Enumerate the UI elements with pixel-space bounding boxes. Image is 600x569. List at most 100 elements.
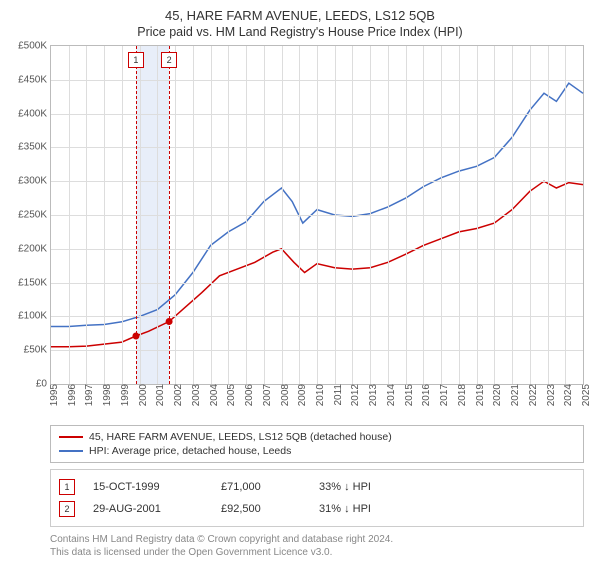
x-tick-label: 1995 — [47, 384, 60, 406]
gridline-vertical — [512, 46, 513, 384]
gridline-vertical — [530, 46, 531, 384]
gridline-vertical — [299, 46, 300, 384]
x-tick-label: 2001 — [153, 384, 166, 406]
x-tick-label: 2020 — [490, 384, 503, 406]
x-tick-label: 1998 — [100, 384, 113, 406]
gridline-vertical — [211, 46, 212, 384]
gridline-vertical — [548, 46, 549, 384]
y-tick-label: £50K — [24, 345, 51, 356]
chart-container: 45, HARE FARM AVENUE, LEEDS, LS12 5QB Pr… — [0, 0, 600, 569]
legend-label: 45, HARE FARM AVENUE, LEEDS, LS12 5QB (d… — [89, 431, 392, 443]
plot-area: £0£50K£100K£150K£200K£250K£300K£350K£400… — [50, 45, 584, 385]
gridline-vertical — [104, 46, 105, 384]
x-tick-label: 2019 — [473, 384, 486, 406]
y-tick-label: £350K — [18, 142, 51, 153]
x-tick-label: 1996 — [65, 384, 78, 406]
gridline-vertical — [335, 46, 336, 384]
legend-label: HPI: Average price, detached house, Leed… — [89, 445, 291, 457]
y-tick-label: £150K — [18, 277, 51, 288]
x-tick-label: 2005 — [224, 384, 237, 406]
transaction-row: 1 15-OCT-1999 £71,000 33% ↓ HPI — [59, 476, 575, 498]
chart-title: 45, HARE FARM AVENUE, LEEDS, LS12 5QB — [12, 8, 588, 23]
transaction-row: 2 29-AUG-2001 £92,500 31% ↓ HPI — [59, 498, 575, 520]
x-tick-label: 2010 — [313, 384, 326, 406]
transaction-pct-vs-hpi: 33% ↓ HPI — [319, 481, 399, 493]
attribution-line-2: This data is licensed under the Open Gov… — [50, 546, 584, 559]
gridline-vertical — [565, 46, 566, 384]
gridline-vertical — [352, 46, 353, 384]
transaction-index-box: 2 — [59, 501, 75, 517]
x-tick-label: 2023 — [544, 384, 557, 406]
transaction-date: 29-AUG-2001 — [93, 503, 203, 515]
plot-outer: £0£50K£100K£150K£200K£250K£300K£350K£400… — [50, 45, 584, 385]
gridline-vertical — [228, 46, 229, 384]
x-tick-label: 2014 — [384, 384, 397, 406]
x-tick-label: 2003 — [189, 384, 202, 406]
transaction-price: £92,500 — [221, 503, 301, 515]
attribution-line-1: Contains HM Land Registry data © Crown c… — [50, 533, 584, 546]
attribution-text: Contains HM Land Registry data © Crown c… — [50, 533, 584, 559]
marker-index-box: 1 — [128, 52, 144, 68]
x-tick-label: 2008 — [278, 384, 291, 406]
x-tick-label: 2015 — [402, 384, 415, 406]
gridline-vertical — [459, 46, 460, 384]
x-tick-label: 2009 — [295, 384, 308, 406]
gridline-vertical — [246, 46, 247, 384]
gridline-vertical — [69, 46, 70, 384]
x-tick-label: 2013 — [366, 384, 379, 406]
gridline-vertical — [122, 46, 123, 384]
x-tick-label: 1997 — [82, 384, 95, 406]
gridline-vertical — [175, 46, 176, 384]
x-tick-label: 2017 — [437, 384, 450, 406]
transaction-date: 15-OCT-1999 — [93, 481, 203, 493]
gridline-vertical — [317, 46, 318, 384]
y-tick-label: £300K — [18, 176, 51, 187]
transaction-pct-vs-hpi: 31% ↓ HPI — [319, 503, 399, 515]
x-tick-label: 2011 — [331, 384, 344, 406]
x-tick-label: 2018 — [455, 384, 468, 406]
gridline-vertical — [193, 46, 194, 384]
gridline-vertical — [441, 46, 442, 384]
x-tick-label: 2024 — [561, 384, 574, 406]
x-tick-label: 2007 — [260, 384, 273, 406]
y-tick-label: £400K — [18, 108, 51, 119]
legend-swatch — [59, 450, 83, 452]
marker-guideline — [169, 46, 170, 384]
gridline-vertical — [86, 46, 87, 384]
marker-guideline — [136, 46, 137, 384]
gridline-vertical — [370, 46, 371, 384]
x-tick-label: 2012 — [348, 384, 361, 406]
transaction-index-box: 1 — [59, 479, 75, 495]
x-tick-label: 2022 — [526, 384, 539, 406]
gridline-vertical — [157, 46, 158, 384]
x-tick-label: 2006 — [242, 384, 255, 406]
legend-row: 45, HARE FARM AVENUE, LEEDS, LS12 5QB (d… — [59, 430, 575, 444]
gridline-vertical — [140, 46, 141, 384]
x-tick-label: 2000 — [136, 384, 149, 406]
y-tick-label: £200K — [18, 243, 51, 254]
y-tick-label: £100K — [18, 311, 51, 322]
gridline-vertical — [406, 46, 407, 384]
gridline-vertical — [282, 46, 283, 384]
marker-index-box: 2 — [161, 52, 177, 68]
legend-box: 45, HARE FARM AVENUE, LEEDS, LS12 5QB (d… — [50, 425, 584, 463]
x-tick-label: 2016 — [419, 384, 432, 406]
y-tick-label: £450K — [18, 74, 51, 85]
x-tick-label: 1999 — [118, 384, 131, 406]
gridline-vertical — [388, 46, 389, 384]
gridline-vertical — [264, 46, 265, 384]
x-tick-label: 2025 — [579, 384, 592, 406]
y-tick-label: £500K — [18, 41, 51, 52]
x-tick-label: 2004 — [207, 384, 220, 406]
gridline-vertical — [423, 46, 424, 384]
y-tick-label: £250K — [18, 210, 51, 221]
x-tick-label: 2002 — [171, 384, 184, 406]
legend-row: HPI: Average price, detached house, Leed… — [59, 444, 575, 458]
chart-subtitle: Price paid vs. HM Land Registry's House … — [12, 25, 588, 39]
gridline-vertical — [477, 46, 478, 384]
x-tick-label: 2021 — [508, 384, 521, 406]
transactions-table: 1 15-OCT-1999 £71,000 33% ↓ HPI 2 29-AUG-2001… — [50, 469, 584, 527]
legend-swatch — [59, 436, 83, 438]
gridline-vertical — [494, 46, 495, 384]
transaction-price: £71,000 — [221, 481, 301, 493]
